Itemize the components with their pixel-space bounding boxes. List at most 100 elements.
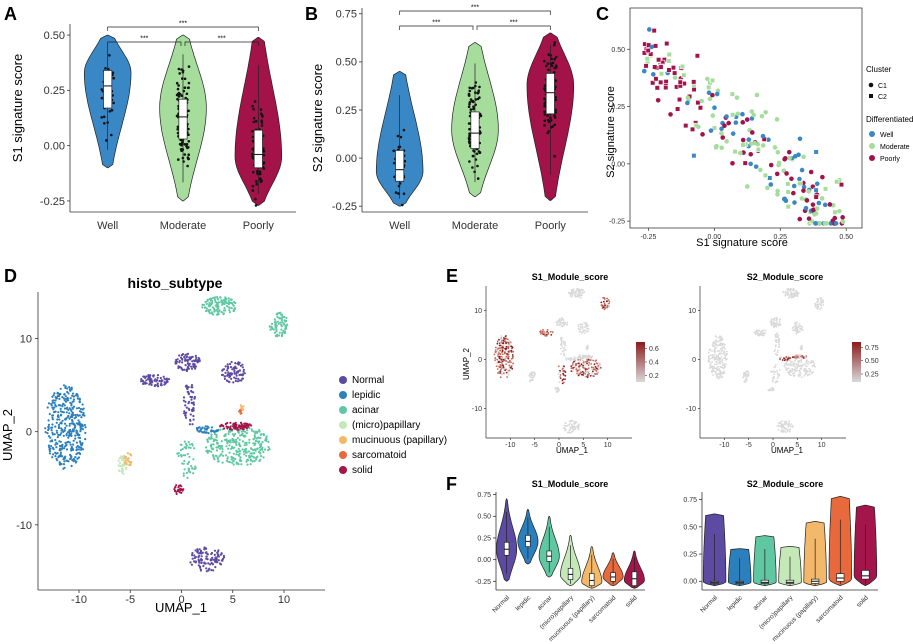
panel-f1-ytick-label: 0.50 <box>477 514 491 521</box>
panel-d-point <box>248 438 251 441</box>
panel-e2-point <box>716 350 719 353</box>
panel-a-ytick-label: -0.25 <box>40 196 65 208</box>
panel-e1-point <box>505 363 507 365</box>
panel-a-point <box>187 86 190 89</box>
panel-e1-point <box>599 363 602 366</box>
panel-c-point-c1 <box>724 139 729 144</box>
panel-c-point-c1 <box>837 208 842 214</box>
panel-c-point-c2 <box>706 84 712 90</box>
panel-e1-point <box>600 301 603 304</box>
panel-d-point <box>280 328 283 331</box>
panel-c-legend-c2-marker <box>868 93 874 99</box>
panel-c-point-c1 <box>772 145 778 150</box>
panel-d-point <box>279 321 282 324</box>
panel-d-point <box>75 441 78 444</box>
panel-e2-point <box>796 331 798 334</box>
panel-d-point <box>188 455 191 458</box>
panel-e2-point <box>709 366 712 369</box>
panel-d-point <box>63 393 66 396</box>
panel-d-point <box>191 467 194 470</box>
panel-e2-point <box>788 296 790 299</box>
panel-d-point <box>152 375 155 378</box>
panel-e1-point <box>578 328 580 331</box>
panel-c-point-c1 <box>768 182 774 187</box>
panel-d-point <box>64 445 67 448</box>
panel-d-point <box>126 452 129 455</box>
panel-d-point <box>122 472 125 475</box>
panel-b-point <box>553 43 556 47</box>
panel-d-point <box>181 353 185 356</box>
panel-c-point-c1 <box>832 215 838 221</box>
panel-e1-point <box>572 425 575 428</box>
panel-e1-point <box>557 390 560 392</box>
panel-d-point <box>177 486 180 489</box>
panel-e1-point <box>561 382 564 385</box>
panel-d-point <box>189 446 192 449</box>
panel-c-point-c1 <box>791 190 796 196</box>
panel-e1-point <box>578 354 581 356</box>
panel-d-point <box>253 435 256 438</box>
panel-a-point <box>111 71 115 74</box>
panel-e2-point <box>799 374 802 377</box>
panel-e1-point <box>572 367 575 369</box>
panel-d-point <box>47 444 51 447</box>
panel-d-point <box>65 424 68 427</box>
panel-d-point <box>68 434 71 437</box>
panel-d-legend-normal: Normal <box>352 375 384 386</box>
panel-e2-point <box>798 357 801 359</box>
panel-d-point <box>244 447 248 450</box>
panel-e1-point <box>575 292 578 295</box>
panel-e2-point <box>782 291 785 294</box>
panel-e1-point <box>511 367 514 370</box>
panel-d-point <box>208 310 211 313</box>
panel-d-point <box>233 376 236 379</box>
panel-d-point <box>187 461 191 464</box>
panel-b-point <box>468 142 472 145</box>
panel-e2-point <box>722 343 725 345</box>
panel-d-points <box>44 296 289 573</box>
panel-d-point <box>74 424 77 427</box>
panel-e1-point <box>606 297 609 300</box>
panel-d-point <box>182 396 186 399</box>
panel-d-point <box>50 429 53 432</box>
panel-d-point <box>59 410 63 413</box>
panel-d-point <box>57 426 61 430</box>
panel-d-point <box>188 400 191 403</box>
panel-c-point-c2 <box>691 79 697 85</box>
panel-a-point <box>255 182 258 186</box>
panel-e1-point <box>564 428 567 431</box>
panel-e1-point <box>559 344 562 346</box>
panel-e1-point <box>563 381 565 384</box>
panel-d-point <box>224 454 228 457</box>
panel-a-sig-bracket-1 <box>107 41 182 46</box>
panel-e2-point <box>725 358 727 361</box>
panel-d-point <box>176 490 180 493</box>
panel-e1-point <box>571 427 574 430</box>
panel-c-point-c1 <box>801 154 806 160</box>
panel-e2-point <box>781 423 784 426</box>
panel-d-point <box>230 298 233 301</box>
panel-e1-point <box>502 344 505 347</box>
panel-d-point <box>72 448 75 451</box>
panel-d-point <box>47 435 51 438</box>
panel-c-point-c2 <box>670 65 677 71</box>
panel-e2-point <box>787 356 790 359</box>
panel-c-point-c2 <box>689 126 696 132</box>
panel-c-point-c2 <box>658 71 665 77</box>
panel-e2-point <box>790 374 792 377</box>
panel-d-point <box>175 360 179 363</box>
panel-d-point <box>70 464 73 468</box>
panel-c-point-c1 <box>748 141 754 146</box>
panel-d-point <box>46 432 49 435</box>
panel-e1-point <box>563 346 566 349</box>
panel-d-point <box>210 426 213 429</box>
panel-a-point <box>100 96 104 100</box>
panel-c-point-c1 <box>804 198 810 203</box>
panel-d-point <box>203 548 206 551</box>
panel-d-point <box>74 434 77 437</box>
panel-e1-point <box>578 365 580 368</box>
panel-e1-point <box>586 330 589 333</box>
panel-c-point-c1 <box>699 98 704 104</box>
panel-a-point <box>252 107 255 111</box>
panel-e2-point <box>777 323 779 326</box>
